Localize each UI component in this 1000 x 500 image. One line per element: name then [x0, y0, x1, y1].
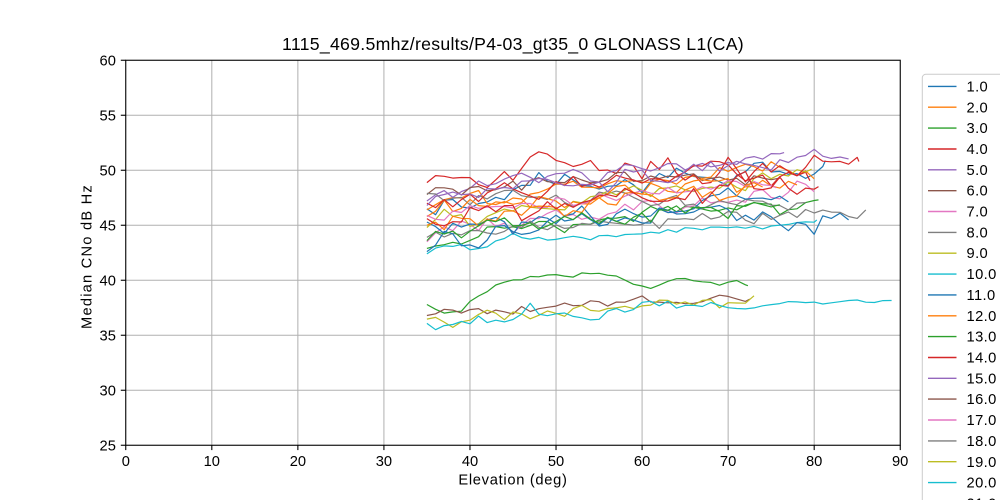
svg-text:5.0: 5.0: [967, 163, 989, 179]
svg-text:3.0: 3.0: [967, 121, 989, 137]
svg-text:Median CNo dB Hz: Median CNo dB Hz: [80, 184, 96, 329]
svg-text:30: 30: [100, 383, 116, 399]
svg-text:20: 20: [290, 454, 306, 470]
svg-text:25: 25: [100, 438, 116, 454]
svg-text:20.0: 20.0: [967, 476, 997, 492]
svg-text:10.0: 10.0: [967, 267, 997, 283]
svg-text:55: 55: [100, 108, 116, 124]
svg-text:4.0: 4.0: [967, 142, 989, 158]
svg-text:8.0: 8.0: [967, 225, 989, 241]
svg-text:11.0: 11.0: [967, 288, 996, 304]
svg-text:40: 40: [100, 273, 116, 289]
svg-text:0: 0: [122, 454, 130, 470]
svg-text:1.0: 1.0: [967, 80, 989, 96]
svg-text:14.0: 14.0: [967, 351, 997, 367]
svg-text:21.0: 21.0: [967, 496, 997, 500]
svg-text:19.0: 19.0: [967, 455, 997, 471]
svg-text:12.0: 12.0: [967, 309, 997, 325]
svg-text:90: 90: [892, 454, 908, 470]
svg-text:13.0: 13.0: [967, 330, 997, 346]
svg-text:60: 60: [634, 454, 650, 470]
svg-text:30: 30: [376, 454, 392, 470]
svg-text:1115_469.5mhz/results/P4-03_gt: 1115_469.5mhz/results/P4-03_gt35_0 GLONA…: [282, 34, 744, 55]
svg-text:50: 50: [548, 454, 564, 470]
svg-text:7.0: 7.0: [967, 205, 989, 221]
svg-text:40: 40: [462, 454, 478, 470]
svg-text:2.0: 2.0: [967, 100, 989, 116]
svg-text:15.0: 15.0: [967, 371, 997, 387]
svg-text:10: 10: [204, 454, 220, 470]
svg-text:80: 80: [806, 454, 822, 470]
svg-text:35: 35: [100, 328, 116, 344]
svg-text:9.0: 9.0: [967, 246, 989, 262]
svg-text:70: 70: [720, 454, 736, 470]
svg-text:45: 45: [100, 218, 116, 234]
svg-text:16.0: 16.0: [967, 392, 997, 408]
svg-text:Elevation (deg): Elevation (deg): [458, 473, 567, 489]
svg-text:17.0: 17.0: [967, 413, 997, 429]
svg-text:50: 50: [100, 163, 116, 179]
svg-text:6.0: 6.0: [967, 184, 989, 200]
svg-text:18.0: 18.0: [967, 434, 997, 450]
svg-text:60: 60: [100, 53, 116, 69]
